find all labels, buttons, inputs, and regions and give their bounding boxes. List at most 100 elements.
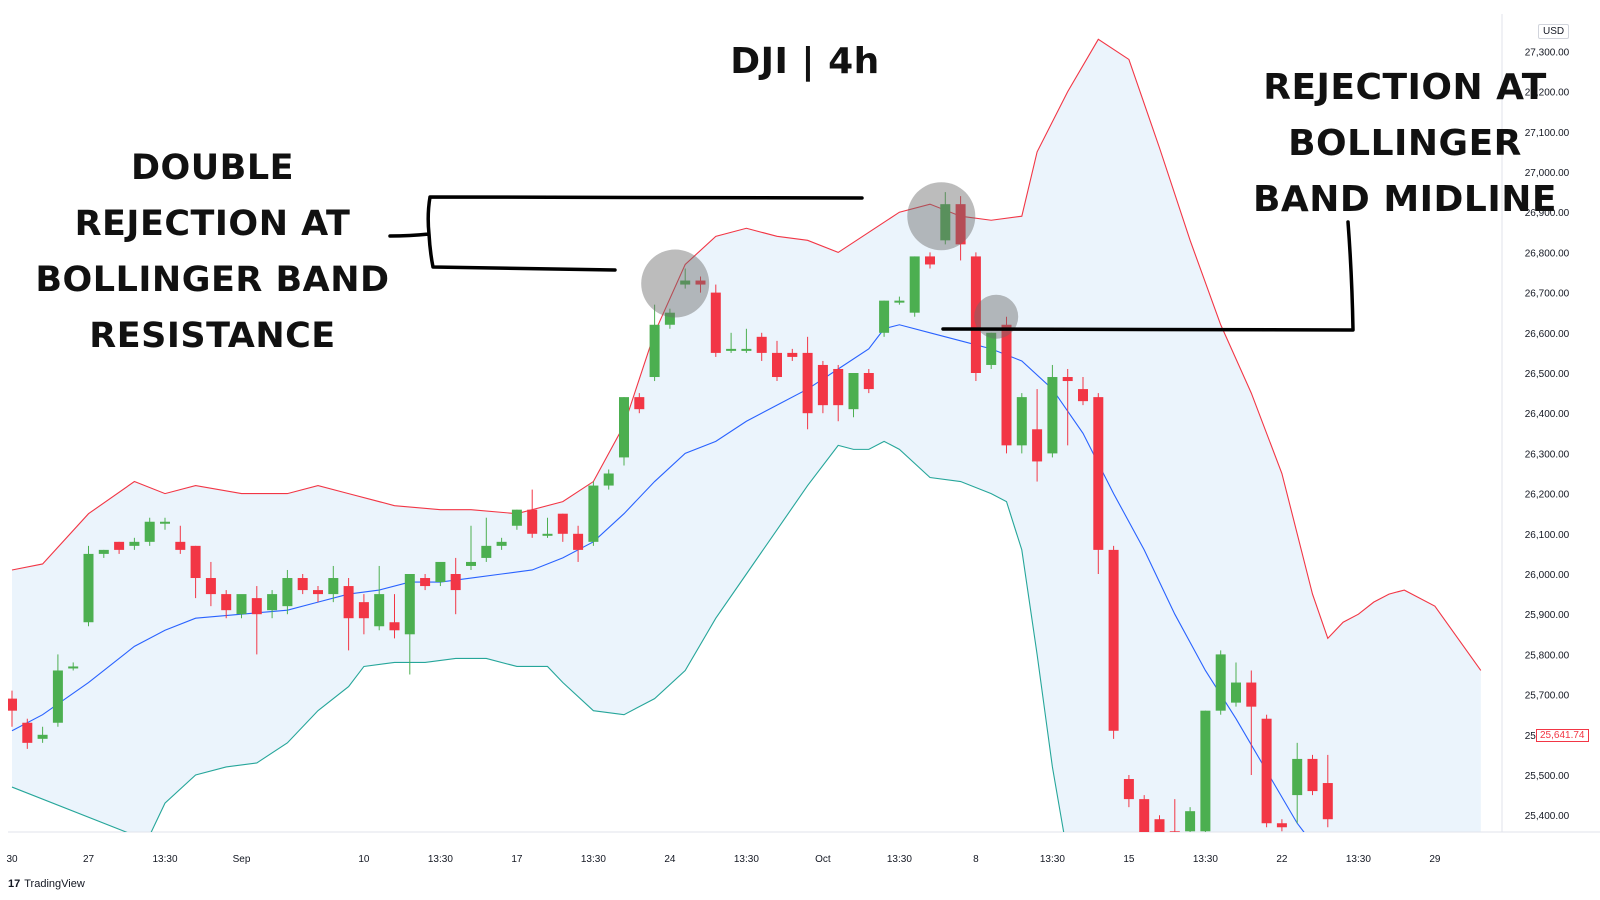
candle-body (1276, 823, 1287, 828)
candle-body (802, 352, 813, 414)
candle-body (236, 594, 247, 615)
price-tick-label: 25,400.00 (1525, 811, 1570, 822)
candle-body (955, 204, 966, 245)
left-note-line: RESISTANCE (89, 316, 336, 356)
candle (863, 368, 874, 394)
candle (129, 537, 140, 550)
midline-rejection-note: REJECTION AT BOLLINGER BAND MIDLINE (1225, 60, 1585, 228)
candle (710, 284, 721, 357)
time-tick-label: 24 (664, 854, 676, 865)
price-tick-label: 26,500.00 (1525, 369, 1570, 380)
price-tick-label: 25,500.00 (1525, 771, 1570, 782)
candle-body (1047, 377, 1058, 454)
time-tick-label: 13:30 (734, 854, 759, 865)
midline-rejection-bracket (941, 220, 1355, 332)
candle-body (450, 574, 461, 591)
candle-body (588, 485, 599, 542)
candle-body (695, 280, 706, 285)
price-tick-label: 26,200.00 (1525, 490, 1570, 501)
candle-body (833, 368, 844, 406)
annotation-markers (388, 182, 1355, 339)
candle (1123, 775, 1134, 808)
candle-body (435, 561, 446, 583)
price-tick-label: 26,600.00 (1525, 329, 1570, 340)
candle (619, 397, 629, 466)
time-tick-label: 13:30 (428, 854, 453, 865)
candle (925, 252, 935, 269)
tradingview-watermark[interactable]: 17 TradingView (8, 878, 85, 890)
candle (573, 525, 584, 562)
candle-body (603, 473, 614, 486)
candle-body (1032, 429, 1043, 462)
tradingview-label: TradingView (24, 878, 85, 890)
candle-body (297, 578, 308, 591)
candle (236, 594, 247, 619)
candle-body (1108, 549, 1119, 731)
candle-body (511, 509, 522, 526)
candle (557, 513, 568, 542)
candle (83, 545, 94, 627)
chart-frame (8, 14, 1600, 833)
candle-body (52, 670, 63, 723)
lower-band-line (11, 440, 1065, 832)
candle (940, 192, 951, 245)
candle (450, 557, 461, 615)
candle-body (970, 256, 981, 373)
candle (1169, 799, 1180, 832)
candle-body (527, 509, 538, 534)
candle (726, 332, 737, 353)
candle-body (879, 300, 890, 333)
candle-body (1078, 389, 1088, 402)
candle-body (649, 324, 660, 378)
candle-body (1261, 718, 1272, 824)
candle (1200, 710, 1211, 832)
candle-body (496, 541, 507, 546)
candle-body (741, 348, 752, 351)
candle (603, 469, 614, 490)
candle (542, 517, 553, 538)
price-tick-label: 25,700.00 (1525, 691, 1570, 702)
time-tick-label: 13:30 (887, 854, 912, 865)
candle (297, 574, 308, 595)
candle-body (634, 397, 645, 410)
right-note-line: BAND MIDLINE (1252, 179, 1557, 220)
candle-body (343, 586, 354, 619)
candle (1062, 368, 1073, 446)
candle-body (8, 698, 17, 711)
candle-body (420, 578, 431, 587)
candle-body (1016, 397, 1027, 446)
candle (374, 565, 385, 631)
price-tick-label: 27,100.00 (1525, 128, 1570, 139)
candle-body (404, 574, 415, 635)
candle-body (986, 332, 997, 365)
price-tick-label: 26,800.00 (1525, 248, 1570, 259)
right-note-line: REJECTION AT (1263, 67, 1547, 108)
candle-body (83, 553, 94, 623)
candle (1047, 364, 1058, 458)
price-axis: 27,300.00 27,200.00 27,100.00 27,000.00 26,9… (1525, 47, 1570, 822)
candle-body (619, 397, 629, 458)
candle-body (1200, 710, 1211, 832)
currency-label[interactable]: USD (1538, 24, 1570, 39)
candle (328, 565, 339, 603)
candle (404, 574, 415, 675)
time-tick-label: 13:30 (152, 854, 177, 865)
last-price-tag: 25,641.74 (1536, 729, 1589, 742)
time-tick-label: 13:30 (1040, 854, 1065, 865)
candle-body (358, 602, 369, 619)
candle-body (726, 348, 737, 351)
candle-body (756, 336, 767, 353)
candle-body (557, 513, 568, 534)
candle (756, 332, 767, 361)
price-tick-label: 27,200.00 (1525, 88, 1570, 99)
candle-body (1292, 758, 1303, 796)
candle (68, 662, 79, 671)
candle (190, 545, 201, 599)
candle-body (1231, 682, 1241, 703)
time-tick-label: 10 (358, 854, 370, 865)
candle (511, 509, 522, 530)
price-tick-label: 26,300.00 (1525, 449, 1570, 460)
candle (358, 594, 369, 635)
candle-body (389, 622, 400, 631)
